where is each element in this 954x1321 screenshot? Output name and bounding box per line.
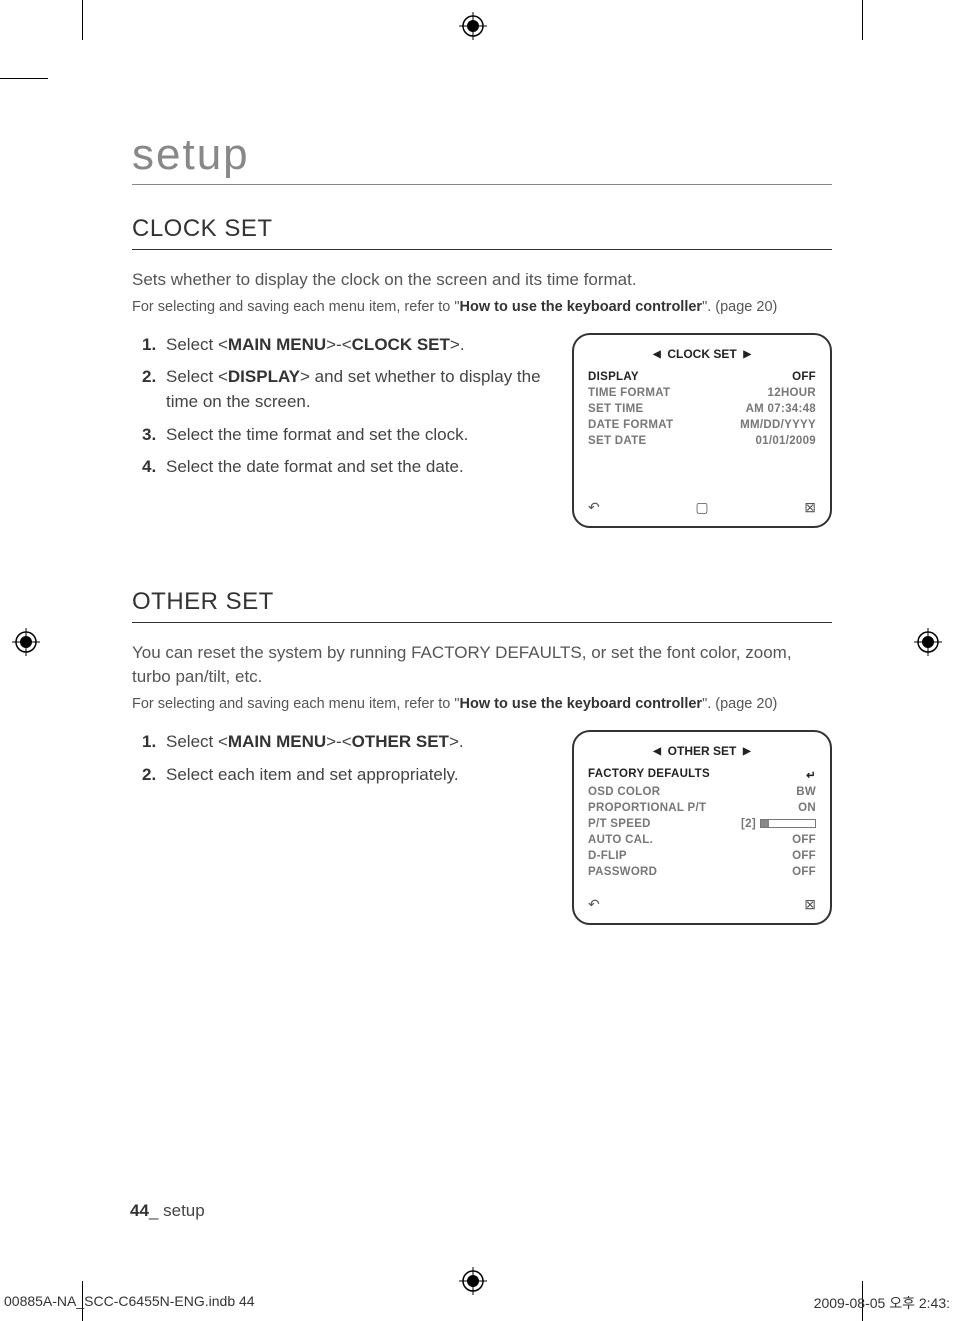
crop-mark xyxy=(0,78,48,79)
osd-row: AUTO CAL. OFF xyxy=(588,834,816,846)
close-icon: ⊠ xyxy=(804,896,816,913)
osd-row-value: 01/01/2009 xyxy=(755,435,816,447)
osd-rows: FACTORY DEFAULTS ↵ OSD COLOR BW PROPORTIONAL… xyxy=(588,768,816,878)
step-item: Select the date format and set the date. xyxy=(166,455,552,480)
osd-row-value: ↵ xyxy=(806,768,816,782)
slider-fill xyxy=(761,820,769,827)
osd-row-label: PROPORTIONAL P/T xyxy=(588,802,706,814)
osd-title: ◀ CLOCK SET ▶ xyxy=(588,347,816,361)
osd-row-label: SET DATE xyxy=(588,435,646,447)
osd-row: FACTORY DEFAULTS ↵ xyxy=(588,768,816,782)
step-item: Select <DISPLAY> and set whether to disp… xyxy=(166,365,552,414)
osd-footer: ↶ ⊠ xyxy=(588,896,816,913)
clock-set-note: For selecting and saving each menu item,… xyxy=(132,299,832,315)
osd-row-label: PASSWORD xyxy=(588,866,657,878)
osd-row-value: ON xyxy=(798,802,816,814)
osd-row-value: AM 07:34:48 xyxy=(746,403,816,415)
osd-title: ◀ OTHER SET ▶ xyxy=(588,744,816,758)
osd-row: DATE FORMAT MM/DD/YYYY xyxy=(588,419,816,431)
note-bold: How to use the keyboard controller xyxy=(460,696,703,712)
osd-row-label: SET TIME xyxy=(588,403,643,415)
osd-row-value: 12HOUR xyxy=(768,387,816,399)
osd-row: PASSWORD OFF xyxy=(588,866,816,878)
note-post: ". (page 20) xyxy=(702,696,777,712)
osd-row-value: OFF xyxy=(792,850,816,862)
clock-osd-panel: ◀ CLOCK SET ▶ DISPLAY OFF TIME FORMAT 12HOU… xyxy=(572,333,832,528)
osd-row-value: [2] xyxy=(741,818,816,830)
other-set-note: For selecting and saving each menu item,… xyxy=(132,696,832,712)
clock-set-heading: CLOCK SET xyxy=(132,215,832,250)
osd-row-label: AUTO CAL. xyxy=(588,834,653,846)
close-icon: ⊠ xyxy=(804,499,816,516)
osd-row-label: P/T SPEED xyxy=(588,818,651,830)
page-number-value: 44 xyxy=(130,1201,149,1220)
page-section-label: setup xyxy=(163,1201,205,1220)
osd-row: P/T SPEED [2] xyxy=(588,818,816,830)
osd-row-label: OSD COLOR xyxy=(588,786,660,798)
osd-row: DISPLAY OFF xyxy=(588,371,816,383)
left-arrow-icon: ◀ xyxy=(653,349,661,360)
osd-row: TIME FORMAT 12HOUR xyxy=(588,387,816,399)
slider-track xyxy=(760,819,816,828)
clock-steps: Select <MAIN MENU>-<CLOCK SET>. Select <D… xyxy=(132,333,552,488)
osd-row-value: OFF xyxy=(792,371,816,383)
osd-row-label: DATE FORMAT xyxy=(588,419,673,431)
osd-row-label: D-FLIP xyxy=(588,850,627,862)
step-item: Select each item and set appropriately. xyxy=(166,763,552,788)
imprint-right: 2009-08-05 오후 2:43: xyxy=(814,1293,950,1313)
osd-row: D-FLIP OFF xyxy=(588,850,816,862)
osd-row-value: OFF xyxy=(792,834,816,846)
slider-label: [2] xyxy=(741,818,756,830)
breadcrumb: setup xyxy=(132,130,832,185)
page-content: setup CLOCK SET Sets whether to display … xyxy=(82,0,862,1321)
back-icon: ↶ xyxy=(588,499,600,516)
right-arrow-icon: ▶ xyxy=(743,746,751,757)
osd-row-value: OFF xyxy=(792,866,816,878)
note-bold: How to use the keyboard controller xyxy=(460,299,703,315)
osd-row-label: TIME FORMAT xyxy=(588,387,670,399)
other-steps: Select <MAIN MENU>-<OTHER SET>. Select ea… xyxy=(132,730,552,795)
osd-title-text: OTHER SET xyxy=(668,744,737,758)
step-item: Select the time format and set the clock… xyxy=(166,423,552,448)
left-arrow-icon: ◀ xyxy=(653,746,661,757)
right-arrow-icon: ▶ xyxy=(743,349,751,360)
clock-set-section: CLOCK SET Sets whether to display the cl… xyxy=(132,215,832,528)
registration-mark xyxy=(12,628,40,656)
osd-row: SET DATE 01/01/2009 xyxy=(588,435,816,447)
imprint-footer: 00885A-NA_SCC-C6455N-ENG.indb 44 2009-08… xyxy=(0,1293,954,1313)
imprint-left: 00885A-NA_SCC-C6455N-ENG.indb 44 xyxy=(4,1293,255,1313)
other-set-heading: OTHER SET xyxy=(132,588,832,623)
back-icon: ↶ xyxy=(588,896,600,913)
crop-mark xyxy=(862,0,863,40)
note-pre: For selecting and saving each menu item,… xyxy=(132,696,460,712)
osd-footer: ↶ ▢ ⊠ xyxy=(588,499,816,516)
other-osd-panel: ◀ OTHER SET ▶ FACTORY DEFAULTS ↵ OSD COLOR… xyxy=(572,730,832,925)
step-item: Select <MAIN MENU>-<CLOCK SET>. xyxy=(166,333,552,358)
osd-row-value: BW xyxy=(796,786,816,798)
clock-set-intro: Sets whether to display the clock on the… xyxy=(132,268,832,293)
osd-row: SET TIME AM 07:34:48 xyxy=(588,403,816,415)
osd-title-text: CLOCK SET xyxy=(667,347,736,361)
other-set-intro: You can reset the system by running FACT… xyxy=(132,641,832,690)
osd-row: PROPORTIONAL P/T ON xyxy=(588,802,816,814)
step-item: Select <MAIN MENU>-<OTHER SET>. xyxy=(166,730,552,755)
note-post: ". (page 20) xyxy=(702,299,777,315)
other-set-section: OTHER SET You can reset the system by ru… xyxy=(132,588,832,925)
osd-row-value: MM/DD/YYYY xyxy=(740,419,816,431)
page-number: 44_ setup xyxy=(130,1201,205,1221)
registration-mark xyxy=(914,628,942,656)
note-pre: For selecting and saving each menu item,… xyxy=(132,299,460,315)
osd-row-label: DISPLAY xyxy=(588,371,639,383)
osd-row: OSD COLOR BW xyxy=(588,786,816,798)
osd-row-label: FACTORY DEFAULTS xyxy=(588,768,710,782)
save-icon: ▢ xyxy=(695,499,708,516)
osd-rows: DISPLAY OFF TIME FORMAT 12HOUR SET TIME AM 07… xyxy=(588,371,816,481)
